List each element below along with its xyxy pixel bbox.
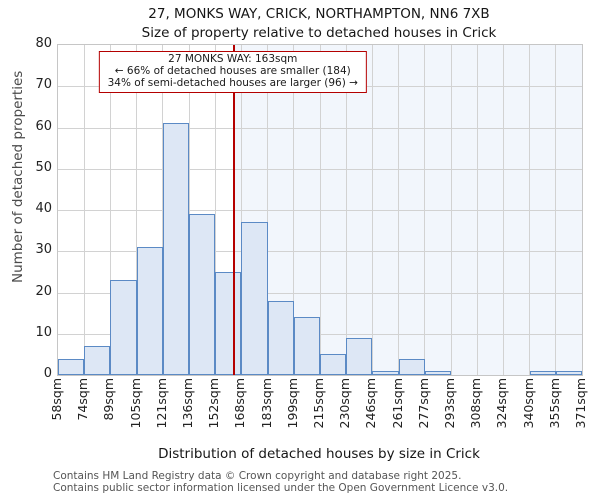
annotation-line-2: ← 66% of detached houses are smaller (18… xyxy=(114,64,351,77)
vertical-gridline xyxy=(502,45,504,375)
x-tick-label: 183sqm xyxy=(258,378,274,429)
histogram-bar xyxy=(398,358,425,375)
vertical-gridline xyxy=(476,45,478,375)
footer-attribution-line-1: Contains HM Land Registry data © Crown c… xyxy=(53,470,462,482)
histogram-bar xyxy=(372,370,399,375)
x-tick-label: 215sqm xyxy=(311,378,326,429)
histogram-bar xyxy=(215,271,242,375)
footer-attribution-line-2: Contains public sector information licen… xyxy=(53,482,509,494)
vertical-gridline xyxy=(345,45,347,375)
histogram-bar xyxy=(320,354,347,375)
x-tick-label: 308sqm xyxy=(468,378,484,429)
y-tick-label: 10 xyxy=(35,324,52,340)
vertical-gridline xyxy=(424,45,426,375)
y-tick-label: 60 xyxy=(35,118,52,134)
x-tick-label: 152sqm xyxy=(206,378,222,429)
x-axis-label: Distribution of detached houses by size … xyxy=(158,446,480,462)
vertical-gridline xyxy=(188,45,190,375)
histogram-bar xyxy=(241,222,268,375)
annotation-line-3: 34% of semi-detached houses are larger (… xyxy=(107,76,358,89)
y-tick-label: 70 xyxy=(35,77,52,93)
x-tick-label: 261sqm xyxy=(389,378,405,429)
x-tick-label: 168sqm xyxy=(232,378,248,429)
histogram-bar xyxy=(189,214,216,375)
histogram-bar xyxy=(162,123,189,375)
histogram-bar xyxy=(529,370,556,375)
x-tick-label: 340sqm xyxy=(520,378,536,429)
x-tick-label: 293sqm xyxy=(442,378,457,429)
plot-area xyxy=(57,44,583,376)
vertical-gridline xyxy=(109,45,111,375)
vertical-gridline xyxy=(293,45,295,375)
histogram-bar xyxy=(267,300,294,375)
x-tick-label: 199sqm xyxy=(284,378,300,429)
x-tick-label: 74sqm xyxy=(75,378,91,421)
vertical-gridline xyxy=(529,45,531,375)
vertical-gridline xyxy=(240,45,242,375)
x-tick-label: 136sqm xyxy=(180,378,195,429)
histogram-bar xyxy=(110,280,137,375)
x-tick-label: 324sqm xyxy=(494,378,510,429)
x-tick-label: 246sqm xyxy=(363,378,379,429)
histogram-bar xyxy=(424,370,451,375)
histogram-bar xyxy=(293,317,320,375)
property-size-marker-line xyxy=(232,45,235,375)
y-tick-label: 30 xyxy=(35,242,52,258)
y-tick-label: 40 xyxy=(35,201,52,216)
x-tick-label: 355sqm xyxy=(546,378,562,429)
y-tick-label: 80 xyxy=(35,36,52,51)
vertical-gridline xyxy=(398,45,400,375)
x-tick-label: 58sqm xyxy=(49,378,64,421)
histogram-bar xyxy=(84,346,111,375)
x-tick-label: 105sqm xyxy=(127,378,143,429)
vertical-gridline xyxy=(371,45,373,375)
histogram-bar xyxy=(346,337,373,375)
histogram-bar xyxy=(58,358,85,375)
histogram-bar xyxy=(555,370,582,375)
y-tick-label: 20 xyxy=(35,283,52,299)
vertical-gridline xyxy=(450,45,452,375)
vertical-gridline xyxy=(136,45,138,375)
chart-subtitle: Size of property relative to detached ho… xyxy=(141,25,497,41)
annotation-line-1: 27 MONKS WAY: 163sqm xyxy=(168,53,298,65)
y-tick-label: 0 xyxy=(43,366,52,381)
vertical-gridline xyxy=(555,45,557,375)
x-tick-label: 121sqm xyxy=(153,378,169,429)
marker-annotation-box: 27 MONKS WAY: 163sqm ← 66% of detached h… xyxy=(98,51,367,94)
x-tick-label: 277sqm xyxy=(415,378,431,429)
chart-title: 27, MONKS WAY, CRICK, NORTHAMPTON, NN6 7… xyxy=(148,6,490,22)
vertical-gridline xyxy=(319,45,321,375)
vertical-gridline xyxy=(214,45,216,375)
y-tick-label: 50 xyxy=(35,159,52,175)
x-tick-label: 371sqm xyxy=(573,378,588,429)
x-tick-label: 230sqm xyxy=(337,378,353,429)
histogram-bar xyxy=(136,247,163,375)
vertical-gridline xyxy=(267,45,269,375)
vertical-gridline xyxy=(83,45,85,375)
x-tick-label: 89sqm xyxy=(101,378,117,421)
